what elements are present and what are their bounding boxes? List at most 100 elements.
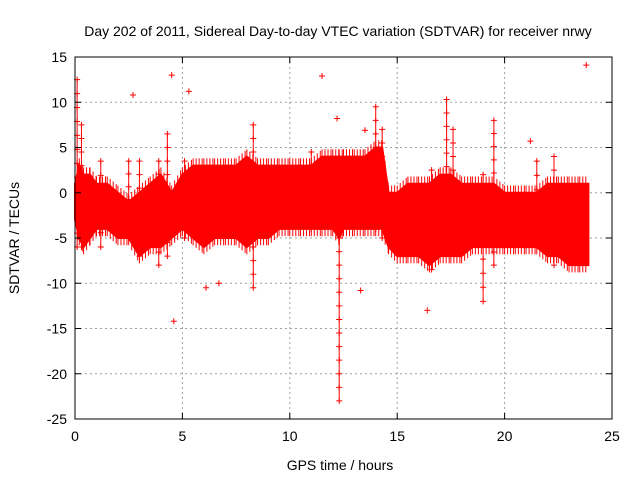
data-point bbox=[97, 229, 104, 236]
data-point bbox=[136, 239, 143, 246]
x-tick-label: 25 bbox=[604, 428, 620, 444]
data-point bbox=[533, 158, 540, 165]
data-point bbox=[490, 130, 497, 137]
data-point bbox=[308, 174, 315, 181]
data-point bbox=[372, 225, 379, 232]
data-point bbox=[372, 198, 379, 205]
data-point bbox=[250, 203, 257, 210]
data-point bbox=[379, 180, 386, 187]
data-point bbox=[155, 184, 162, 191]
data-point bbox=[490, 170, 497, 177]
data-point bbox=[181, 183, 188, 190]
data-point bbox=[78, 216, 85, 223]
data-point bbox=[170, 318, 177, 325]
y-tick-label: -15 bbox=[47, 321, 67, 337]
data-point bbox=[443, 96, 450, 103]
data-point bbox=[336, 370, 343, 377]
data-point bbox=[136, 225, 143, 232]
data-point bbox=[551, 221, 558, 228]
x-tick-label: 10 bbox=[282, 428, 298, 444]
data-point bbox=[450, 180, 457, 187]
y-tick-label: -10 bbox=[47, 275, 67, 291]
data-point bbox=[164, 171, 171, 178]
data-point bbox=[428, 181, 435, 188]
data-point bbox=[181, 170, 188, 177]
data-point bbox=[125, 158, 132, 165]
data-point bbox=[428, 238, 435, 245]
data-point bbox=[336, 262, 343, 269]
data-point bbox=[490, 235, 497, 242]
data-point bbox=[336, 153, 343, 160]
data-point bbox=[443, 190, 450, 197]
data-point bbox=[155, 171, 162, 178]
chart-title: Day 202 of 2011, Sidereal Day-to-day VTE… bbox=[84, 23, 592, 39]
data-point bbox=[428, 224, 435, 231]
data-point bbox=[308, 161, 315, 168]
data-point bbox=[551, 248, 558, 255]
data-series bbox=[74, 62, 590, 404]
data-point bbox=[181, 196, 188, 203]
data-point bbox=[136, 198, 143, 205]
data-point bbox=[372, 212, 379, 219]
data-point bbox=[450, 139, 457, 146]
data-point bbox=[164, 253, 171, 260]
data-point bbox=[308, 149, 315, 156]
data-point bbox=[250, 216, 257, 223]
data-point bbox=[480, 227, 487, 234]
data-point bbox=[583, 62, 590, 69]
data-point bbox=[480, 298, 487, 305]
data-point bbox=[155, 210, 162, 217]
data-band bbox=[74, 146, 590, 267]
data-point bbox=[155, 236, 162, 243]
data-point bbox=[379, 221, 386, 228]
data-point bbox=[181, 209, 188, 216]
data-point bbox=[164, 158, 171, 165]
data-point bbox=[424, 307, 431, 314]
y-tick-label: 0 bbox=[59, 185, 67, 201]
data-point bbox=[336, 397, 343, 404]
data-point bbox=[336, 167, 343, 174]
data-point bbox=[78, 135, 85, 142]
data-point bbox=[490, 156, 497, 163]
data-point bbox=[551, 194, 558, 201]
data-point bbox=[181, 222, 188, 229]
data-point bbox=[97, 215, 104, 222]
data-point bbox=[125, 235, 132, 241]
data-point bbox=[480, 213, 487, 220]
data-point bbox=[97, 172, 104, 179]
data-point bbox=[336, 289, 343, 296]
data-point bbox=[490, 248, 497, 255]
data-point bbox=[490, 196, 497, 203]
data-point bbox=[527, 138, 534, 145]
data-point bbox=[250, 135, 257, 142]
data-point bbox=[97, 158, 104, 165]
data-point bbox=[443, 203, 450, 210]
data-point bbox=[443, 109, 450, 116]
data-point bbox=[125, 222, 132, 229]
data-point bbox=[490, 222, 497, 229]
data-point bbox=[480, 171, 487, 178]
data-point bbox=[428, 209, 435, 216]
data-point bbox=[155, 197, 162, 204]
data-point bbox=[336, 384, 343, 391]
data-point bbox=[97, 201, 104, 208]
data-point bbox=[181, 235, 188, 241]
data-point bbox=[428, 167, 435, 174]
data-point bbox=[250, 162, 257, 169]
data-point bbox=[164, 198, 171, 205]
data-point bbox=[336, 180, 343, 187]
data-point bbox=[136, 253, 143, 260]
data-point bbox=[372, 144, 379, 151]
data-point bbox=[533, 201, 540, 208]
data-point bbox=[250, 121, 257, 128]
data-point bbox=[78, 176, 85, 183]
data-point bbox=[443, 136, 450, 143]
data-point bbox=[450, 194, 457, 201]
data-point bbox=[480, 199, 487, 206]
data-point bbox=[450, 153, 457, 160]
y-tick-label: -20 bbox=[47, 366, 67, 382]
data-point bbox=[336, 248, 343, 255]
data-point bbox=[78, 203, 85, 210]
data-point bbox=[308, 225, 315, 232]
data-point bbox=[336, 302, 343, 309]
